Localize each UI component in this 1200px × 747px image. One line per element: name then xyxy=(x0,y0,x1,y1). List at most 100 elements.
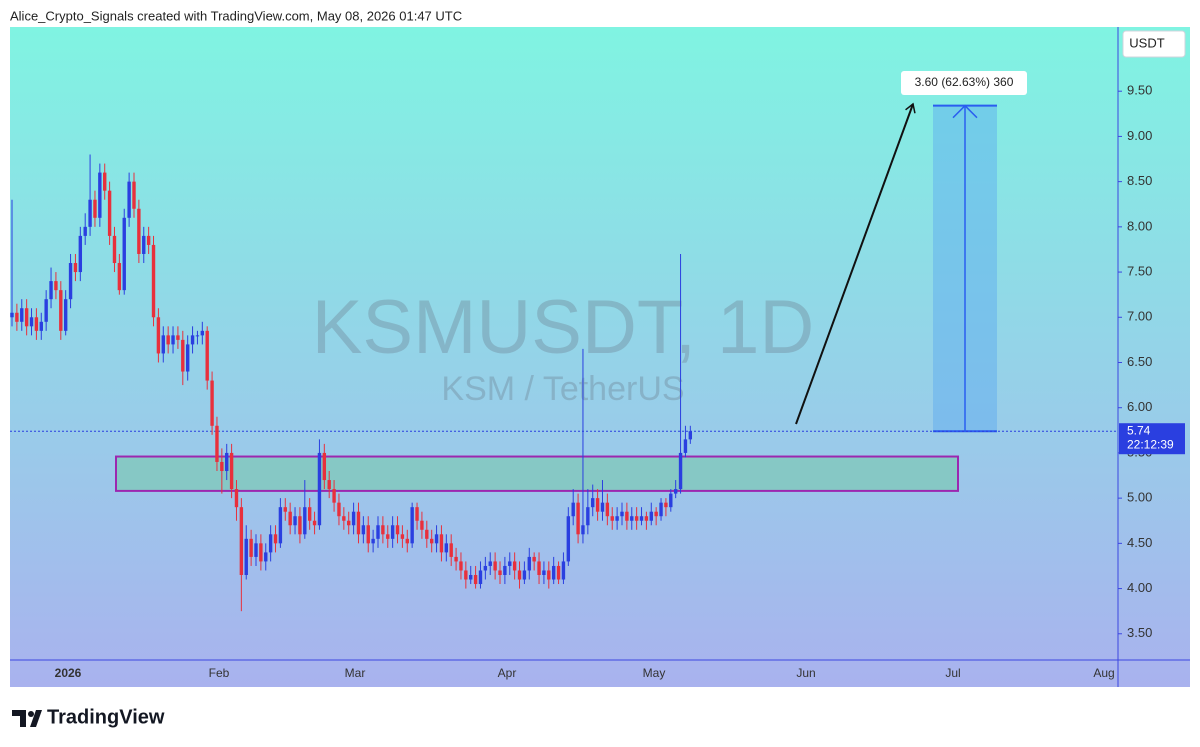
candle-body xyxy=(63,299,68,331)
candle-body xyxy=(239,507,244,575)
candle-body xyxy=(561,561,566,580)
header: Alice_Crypto_Signals created with Tradin… xyxy=(10,8,462,23)
candle-body xyxy=(268,534,273,553)
candle-body xyxy=(664,502,668,508)
candle-body xyxy=(386,534,390,539)
y-tick-label: 9.00 xyxy=(1127,128,1152,143)
candle-body xyxy=(639,516,644,521)
y-tick-label: 7.00 xyxy=(1127,309,1152,324)
x-tick-label: 2026 xyxy=(55,666,82,680)
candle-body xyxy=(93,199,97,218)
x-tick-label: Jul xyxy=(945,666,960,680)
candle-body xyxy=(127,181,131,218)
candle-body xyxy=(522,570,527,580)
candle-body xyxy=(454,556,458,562)
candle-body xyxy=(376,525,380,539)
candle-body xyxy=(205,330,209,381)
candle-body xyxy=(283,507,287,512)
candle-body xyxy=(39,321,43,331)
candle-body xyxy=(595,498,600,512)
candle-body xyxy=(107,190,112,236)
y-tick-label: 4.00 xyxy=(1127,580,1152,595)
candle-body xyxy=(537,561,541,575)
candle-body xyxy=(478,570,483,585)
candle-body xyxy=(166,335,170,345)
candle-body xyxy=(200,330,205,336)
candle-body xyxy=(576,502,580,535)
x-tick-label: Feb xyxy=(209,666,230,680)
candle-body xyxy=(415,507,419,521)
y-tick-label: 6.00 xyxy=(1127,399,1152,414)
candle-body xyxy=(556,565,561,580)
candle-body xyxy=(244,538,248,575)
y-tick-label: 3.50 xyxy=(1127,625,1152,640)
candle-body xyxy=(44,299,48,322)
candle-body xyxy=(542,570,546,575)
candle-body xyxy=(659,502,663,517)
candle-body xyxy=(73,263,78,273)
candle-body xyxy=(254,543,258,557)
candle-body xyxy=(264,552,268,562)
last-price-box xyxy=(1119,423,1185,455)
watermark: KSMUSDT, 1D xyxy=(312,285,815,370)
candle-body xyxy=(547,570,551,580)
candle-body xyxy=(400,534,405,539)
candle-body xyxy=(469,574,473,580)
candle-body xyxy=(390,525,395,539)
candle-body xyxy=(425,529,429,539)
candle-body xyxy=(551,565,556,580)
candle-body xyxy=(117,263,122,291)
candle-body xyxy=(181,339,185,372)
candle-body xyxy=(49,281,53,300)
candle-body xyxy=(429,538,434,544)
candle-body xyxy=(678,452,683,490)
candle-body xyxy=(332,489,336,503)
candle-body xyxy=(337,502,341,517)
candle-body xyxy=(10,312,14,318)
candle-body xyxy=(600,502,605,512)
candle-body xyxy=(644,516,649,521)
candle-body xyxy=(566,516,571,562)
candle-body xyxy=(278,507,283,544)
candle-body xyxy=(649,511,653,521)
target-arrow-head xyxy=(952,104,978,119)
candle-body xyxy=(503,565,507,575)
y-tick-label: 7.50 xyxy=(1127,263,1152,278)
candle-body xyxy=(322,452,327,481)
candle-body xyxy=(215,425,219,462)
footer-text: TradingView xyxy=(47,706,165,728)
candle-body xyxy=(34,317,39,331)
candle-body xyxy=(195,335,200,337)
currency-box xyxy=(1122,30,1186,58)
candle-body xyxy=(342,516,346,521)
candle-body xyxy=(234,489,239,508)
candle-body xyxy=(586,507,590,526)
candle-body xyxy=(512,561,517,571)
candle-body xyxy=(669,493,673,508)
candle-body xyxy=(293,516,297,526)
watermark-sub: KSM / TetherUS xyxy=(441,370,684,408)
candle-body xyxy=(132,181,136,209)
candle-body xyxy=(249,538,253,557)
candle-body xyxy=(351,511,356,526)
footer-logo: TradingView xyxy=(12,706,165,728)
candle-body xyxy=(473,574,478,585)
candle-body xyxy=(464,570,468,580)
candle-body xyxy=(488,561,492,566)
candle-body xyxy=(449,543,453,557)
candle-body xyxy=(312,520,317,526)
candle-body xyxy=(78,235,83,273)
candle-body xyxy=(161,335,165,354)
target-label-box xyxy=(901,71,1027,95)
candle-body xyxy=(605,502,610,517)
candle-body xyxy=(483,565,488,571)
candle-body xyxy=(259,543,263,562)
countdown-label: 22:12:39 xyxy=(1127,437,1174,451)
y-tick-label: 4.50 xyxy=(1127,535,1152,550)
candle-body xyxy=(591,498,595,508)
candle-body xyxy=(103,172,107,191)
candle-body xyxy=(493,561,497,571)
candle-body xyxy=(625,511,629,521)
